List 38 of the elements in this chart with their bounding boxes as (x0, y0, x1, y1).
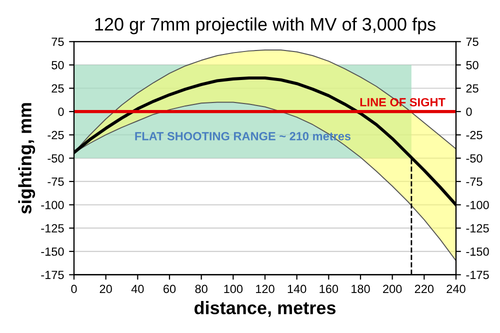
y-tick-label: 0 (58, 108, 64, 116)
x-tick-label: 180 (352, 284, 370, 294)
y2-tick-label: 75 (466, 38, 478, 46)
y2-tick-label: -75 (466, 178, 482, 186)
y2-tick-label: -25 (466, 130, 482, 140)
y2-tick-label: -150 (466, 247, 489, 256)
x-axis-title: distance, metres (194, 301, 336, 317)
y2-tick-label: 0 (466, 108, 472, 116)
y-tick-label: -50 (48, 154, 64, 163)
x-tick-label: 200 (383, 284, 402, 294)
y-tick-label: 25 (52, 84, 64, 93)
y-tick-label: 75 (52, 38, 64, 46)
y2-tick-label: -125 (466, 224, 489, 232)
y-tick-label: 50 (52, 60, 64, 70)
y2-tick-label: -175 (466, 270, 489, 280)
y-tick-label: -175 (41, 270, 64, 280)
y-tick-label: -25 (48, 130, 64, 140)
y-tick-label: -150 (41, 247, 64, 256)
y-tick-label: -100 (41, 200, 64, 210)
x-tick-label: 220 (414, 284, 434, 294)
x-tick-label: 40 (131, 284, 144, 294)
x-tick-label: 20 (100, 284, 112, 294)
x-tick-label: 0 (71, 284, 77, 294)
y2-tick-label: 50 (466, 60, 478, 70)
y2-tick-label: 25 (466, 84, 478, 93)
x-tick-label: 80 (195, 284, 208, 294)
x-tick-label: 160 (320, 284, 338, 294)
chart-title: 120 gr 7mm projectile with MV of 3,000 fps (95, 17, 436, 34)
y-tick-label: -125 (41, 224, 64, 232)
y-tick-label: -75 (48, 178, 64, 186)
x-tick-label: 240 (446, 284, 466, 294)
y2-tick-label: -50 (466, 154, 482, 163)
y-axis-title: sighting, mm (18, 103, 36, 214)
y2-tick-label: -100 (466, 200, 489, 210)
x-tick-label: 140 (288, 284, 306, 294)
x-tick-label: 120 (256, 284, 274, 294)
x-tick-label: 60 (164, 284, 176, 294)
x-tick-label: 100 (224, 284, 243, 294)
